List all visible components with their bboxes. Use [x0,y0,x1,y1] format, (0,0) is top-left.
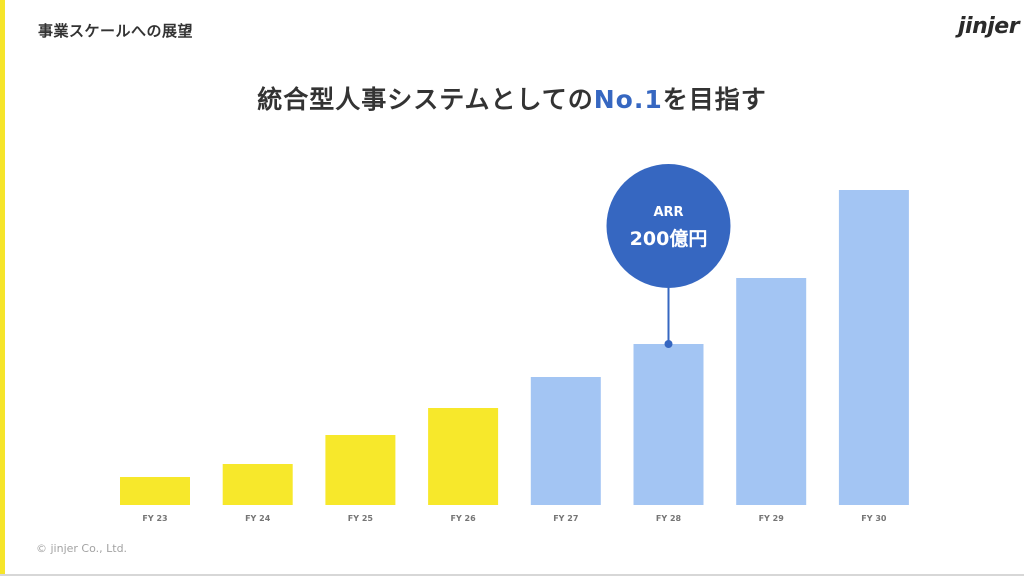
bar-fy28 [633,344,704,505]
bar-fy29 [736,278,807,505]
x-tick-label: FY 23 [142,514,167,523]
headline: 統合型人事システムとしてのNo.1を目指す [0,80,1024,116]
jinjer-logo: jinjer [958,14,1020,39]
annotation-bubble [606,164,731,288]
bar-fy30 [838,190,909,505]
annotation-label: ARR [653,205,683,220]
annotation-anchor-dot [664,340,673,348]
bottom-border [0,574,1024,576]
x-tick-label: FY 27 [553,514,578,523]
x-tick-label: FY 25 [348,514,374,523]
headline-prefix: 統合型人事システムとしての [257,85,594,114]
headline-accent: No.1 [593,85,663,114]
x-tick-label: FY 28 [656,514,682,523]
x-tick-label: FY 26 [451,514,477,523]
bar-fy27 [530,377,601,505]
x-tick-label: FY 24 [245,514,271,523]
left-accent-bar [0,0,5,576]
annotation-value: 200億円 [630,227,708,250]
bar-fy23 [120,477,190,505]
x-tick-label: FY 29 [759,514,785,523]
headline-suffix: を目指す [662,85,767,114]
section-title: 事業スケールへの展望 [38,22,194,40]
x-tick-label: FY 30 [861,514,887,523]
bar-fy25 [325,435,396,505]
copyright: © jinjer Co., Ltd. [36,542,128,555]
bar-fy24 [222,464,293,505]
bar-fy26 [428,408,499,505]
